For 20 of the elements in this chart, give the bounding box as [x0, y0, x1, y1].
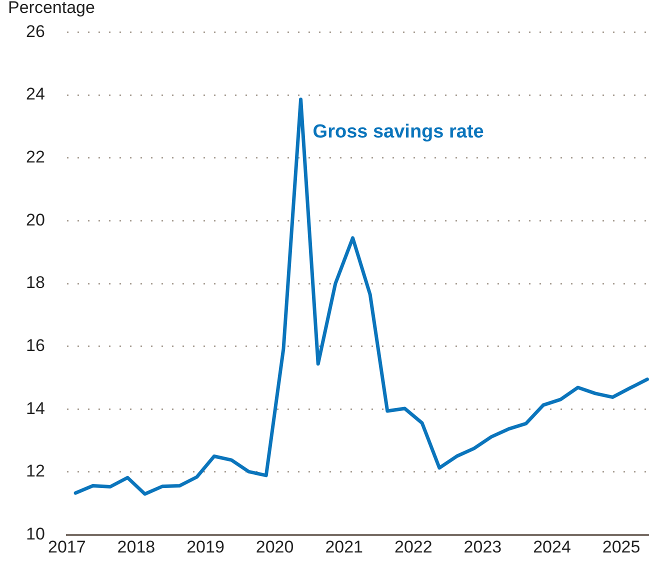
x-tick-label: 2022 — [394, 538, 432, 557]
y-tick-label: 24 — [26, 84, 45, 104]
y-tick-label: 12 — [26, 462, 45, 481]
y-tick-label: 20 — [26, 210, 45, 230]
y-tick-label: 10 — [26, 524, 45, 544]
y-tick-label: 14 — [26, 398, 45, 418]
x-tick-label: 2019 — [186, 538, 224, 557]
x-tick-label: 2018 — [117, 538, 156, 557]
x-tick-label: 2020 — [256, 538, 294, 557]
y-tick-label: 18 — [26, 273, 45, 292]
y-tick-label: 16 — [26, 336, 45, 356]
series-label: Gross savings rate — [312, 122, 484, 143]
x-tick-label: 2023 — [464, 538, 502, 557]
y-tick-label: 26 — [26, 22, 45, 41]
y-tick-label: 22 — [26, 148, 45, 167]
x-tick-label: 2021 — [325, 538, 364, 557]
x-tick-label: 2025 — [602, 538, 640, 557]
x-tick-label: 2024 — [533, 538, 571, 557]
x-tick-label: 2017 — [48, 538, 86, 557]
y-axis-title: Percentage — [8, 0, 95, 18]
